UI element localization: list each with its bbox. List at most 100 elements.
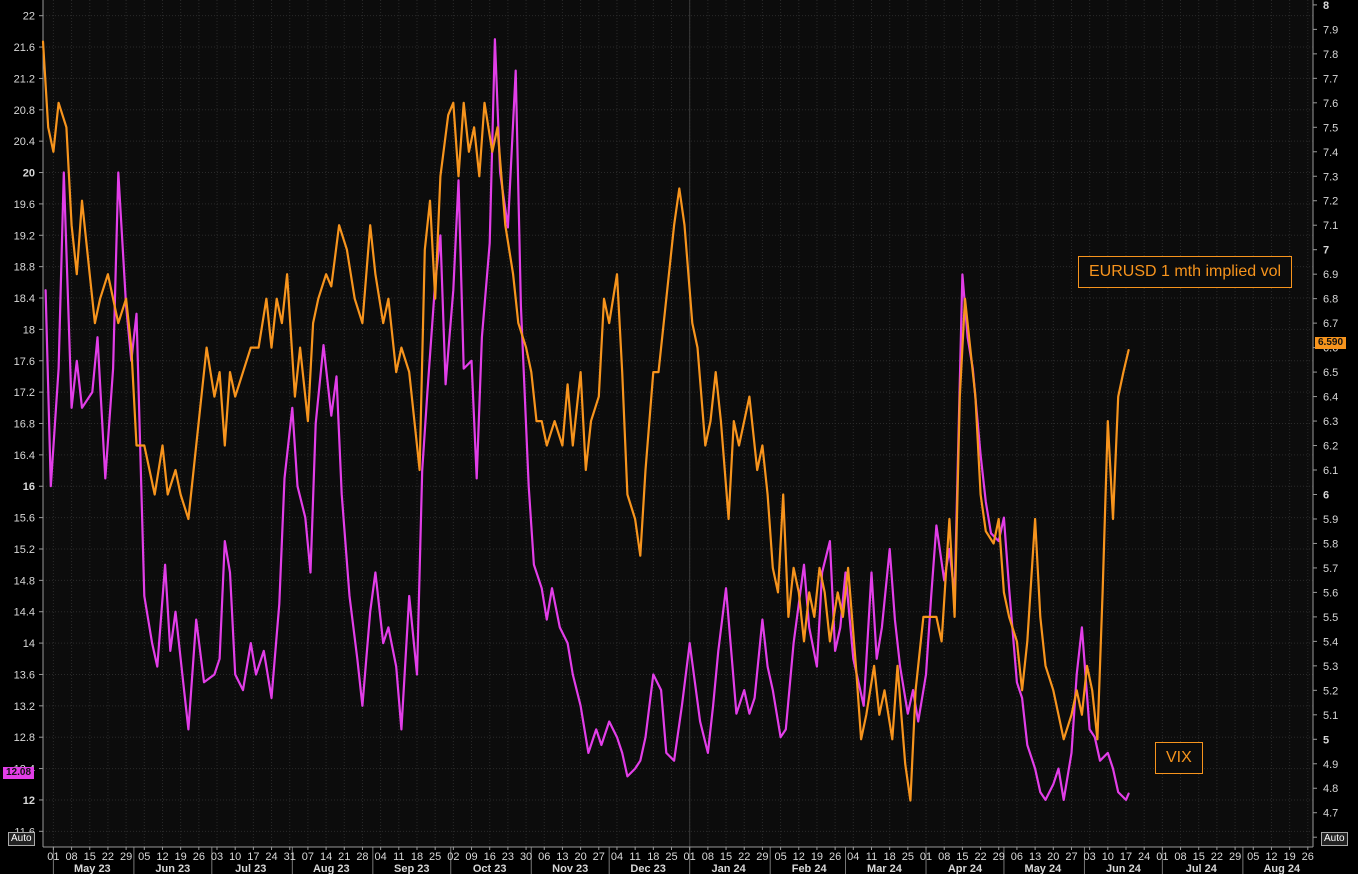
x-day-label: 27: [593, 851, 605, 863]
x-day-label: 15: [1193, 851, 1205, 863]
x-day-label: 05: [138, 851, 150, 863]
x-month-label: May 24: [1025, 863, 1063, 874]
right-tick-label: 7: [1323, 245, 1329, 257]
vix-last-value-badge: 12.08: [3, 767, 35, 779]
x-day-label: 01: [1156, 851, 1168, 863]
left-tick-label: 16.8: [14, 419, 35, 431]
left-tick-label: 14.4: [14, 607, 35, 619]
x-day-label: 28: [356, 851, 368, 863]
left-tick-label: 20: [23, 168, 35, 180]
x-day-label: 29: [993, 851, 1005, 863]
right-tick-label: 5.7: [1323, 563, 1338, 575]
x-day-label: 17: [247, 851, 259, 863]
x-day-label: 10: [1102, 851, 1114, 863]
x-day-label: 15: [84, 851, 96, 863]
x-day-label: 15: [956, 851, 968, 863]
x-day-label: 29: [120, 851, 132, 863]
right-tick-label: 5.2: [1323, 685, 1338, 697]
x-day-label: 11: [866, 851, 877, 863]
x-day-label: 26: [193, 851, 205, 863]
left-tick-label: 16: [23, 481, 35, 493]
x-day-label: 12: [1265, 851, 1277, 863]
left-tick-label: 21.6: [14, 42, 35, 54]
right-tick-label: 7.4: [1323, 147, 1338, 159]
left-tick-label: 12.8: [14, 732, 35, 744]
plot-area: [43, 0, 1313, 847]
x-day-label: 08: [938, 851, 950, 863]
left-auto-scale-button[interactable]: Auto: [8, 832, 35, 846]
left-tick-label: 17.6: [14, 356, 35, 368]
left-tick-label: 13.2: [14, 701, 35, 713]
x-day-label: 12: [793, 851, 805, 863]
x-month-label: Sep 23: [394, 863, 429, 874]
right-tick-label: 4.7: [1323, 808, 1338, 820]
right-tick-label: 6.2: [1323, 441, 1338, 453]
x-day-label: 08: [1174, 851, 1186, 863]
right-tick-label: 6.8: [1323, 294, 1338, 306]
left-tick-label: 15.6: [14, 513, 35, 525]
left-tick-label: 20.8: [14, 105, 35, 117]
x-day-label: 19: [175, 851, 187, 863]
x-day-label: 15: [720, 851, 732, 863]
eurusd-last-value-badge: 6.590: [1315, 337, 1347, 349]
grid-lines: [43, 0, 1313, 847]
x-day-label: 03: [211, 851, 223, 863]
x-day-label: 04: [611, 851, 623, 863]
x-month-label: Jul 24: [1186, 863, 1218, 874]
x-day-label: 23: [502, 851, 514, 863]
x-day-label: 01: [684, 851, 696, 863]
left-tick-label: 18.8: [14, 262, 35, 274]
right-tick-label: 6.5: [1323, 367, 1338, 379]
x-day-label: 08: [702, 851, 714, 863]
left-tick-label: 22: [23, 11, 35, 23]
right-tick-label: 5.6: [1323, 587, 1338, 599]
x-day-label: 03: [1084, 851, 1096, 863]
right-tick-label: 7.2: [1323, 196, 1338, 208]
x-day-label: 05: [1247, 851, 1259, 863]
x-month-label: May 23: [74, 863, 111, 874]
x-month-label: Aug 23: [313, 863, 350, 874]
x-day-label: 08: [65, 851, 77, 863]
eurusd-vol-series-line: [41, 40, 1130, 802]
x-day-label: 22: [102, 851, 114, 863]
right-tick-label: 5.8: [1323, 538, 1338, 550]
x-day-label: 06: [538, 851, 550, 863]
eurusd-legend-label: EURUSD 1 mth implied vol: [1078, 256, 1293, 288]
left-tick-label: 12: [23, 795, 35, 807]
x-day-label: 18: [647, 851, 659, 863]
x-day-label: 25: [902, 851, 914, 863]
x-month-label: Oct 23: [473, 863, 507, 874]
right-axis: 4.64.74.84.955.15.25.35.45.55.65.75.85.9…: [1312, 0, 1338, 847]
right-tick-label: 4.9: [1323, 759, 1338, 771]
left-tick-label: 19.6: [14, 199, 35, 211]
x-day-label: 11: [629, 851, 640, 863]
x-day-label: 13: [1029, 851, 1041, 863]
right-tick-label: 5.1: [1323, 710, 1338, 722]
x-day-label: 25: [665, 851, 677, 863]
x-day-label: 09: [465, 851, 477, 863]
right-tick-label: 6: [1323, 489, 1329, 501]
x-day-label: 26: [829, 851, 841, 863]
x-month-label: Feb 24: [792, 863, 828, 874]
right-tick-label: 6.1: [1323, 465, 1338, 477]
right-tick-label: 7.1: [1323, 220, 1338, 232]
right-tick-label: 7.5: [1323, 122, 1338, 134]
right-tick-label: 7.6: [1323, 98, 1338, 110]
x-day-label: 20: [1047, 851, 1059, 863]
x-day-label: 11: [393, 851, 404, 863]
right-auto-scale-button[interactable]: Auto: [1321, 832, 1348, 846]
left-tick-label: 14.8: [14, 575, 35, 587]
right-tick-label: 7.8: [1323, 49, 1338, 61]
x-day-label: 02: [447, 851, 459, 863]
month-separators: [52, 0, 1244, 874]
right-tick-label: 8: [1323, 0, 1329, 12]
right-tick-label: 5.4: [1323, 636, 1338, 648]
x-day-label: 25: [429, 851, 441, 863]
x-day-label: 22: [738, 851, 750, 863]
x-day-label: 20: [574, 851, 586, 863]
x-day-label: 31: [284, 851, 296, 863]
left-tick-label: 21.2: [14, 73, 35, 85]
right-tick-label: 5.5: [1323, 612, 1338, 624]
left-tick-label: 14: [23, 638, 35, 650]
right-tick-label: 5.9: [1323, 514, 1338, 526]
